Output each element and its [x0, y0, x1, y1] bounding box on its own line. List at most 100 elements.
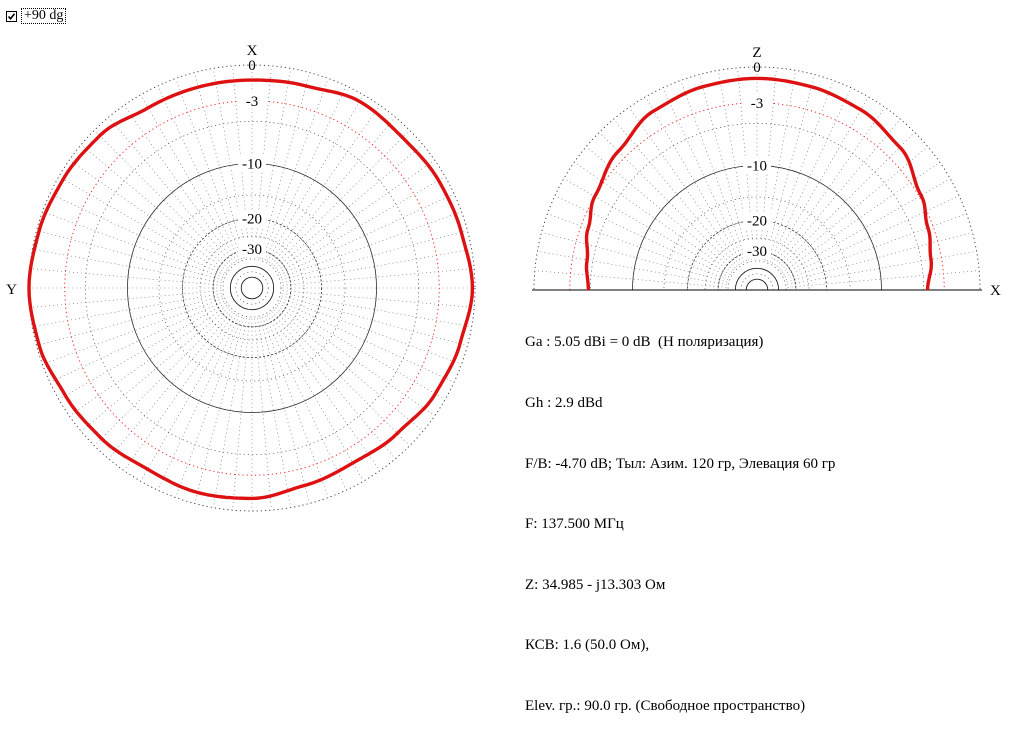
- ring-label: -20: [747, 213, 767, 229]
- radial-spoke: [157, 315, 240, 491]
- ring-label: -20: [242, 211, 262, 227]
- radial-spoke: [175, 316, 242, 498]
- radial-spoke: [264, 85, 347, 261]
- radial-spoke: [599, 132, 736, 269]
- radial-spoke: [767, 80, 834, 262]
- info-line-fb: F/B: -4.70 dB; Тыл: Азим. 120 гр, Элевац…: [525, 455, 836, 472]
- axis-label-top: X: [247, 43, 258, 59]
- radial-spoke: [776, 118, 901, 267]
- ring-label-bg: [743, 211, 771, 229]
- radial-spoke: [140, 314, 237, 482]
- radial-spoke: [32, 293, 222, 328]
- radial-spoke: [42, 211, 224, 278]
- info-line-freq: F: 137.500 МГц: [525, 516, 624, 533]
- radial-spoke: [49, 193, 225, 276]
- radial-spoke: [108, 116, 233, 265]
- ring-label: 0: [248, 58, 256, 74]
- radial-spoke: [259, 72, 311, 259]
- radial-spoke: [259, 317, 311, 504]
- radial-spoke: [282, 248, 472, 283]
- radial-spoke: [29, 290, 222, 308]
- radial-spoke: [257, 318, 292, 508]
- info-line-elevation: Elev. гр.: 90.0 гр. (Свободное пространс…: [525, 697, 806, 714]
- ring-m20: [182, 218, 322, 358]
- polar-plots: 0 -3 -10 -20 -30 X Y 0 -3 -10 -20 -30 Z X: [6, 43, 1001, 512]
- ring-label-bg: [743, 156, 771, 174]
- checkmark-icon: [7, 12, 16, 20]
- minor-ring: [740, 273, 774, 290]
- radial-spoke: [212, 318, 247, 508]
- radial-spoke: [537, 250, 727, 285]
- radial-spoke: [69, 159, 227, 271]
- radial-spoke: [563, 178, 731, 275]
- ring-label: -30: [242, 242, 262, 258]
- radial-spoke: [193, 317, 245, 504]
- info-panel: Ga : 5.05 dBi = 0 dB (H поляризация) Gh …: [525, 292, 835, 736]
- radial-spoke: [275, 307, 424, 432]
- radial-spoke: [157, 85, 240, 261]
- radial-spoke: [280, 298, 462, 365]
- radial-spoke: [32, 248, 222, 283]
- radial-spoke: [282, 293, 472, 328]
- radial-spoke: [282, 268, 475, 286]
- center-ring: [229, 265, 275, 311]
- checkbox-label[interactable]: +90 dg: [21, 8, 67, 24]
- radial-spoke: [645, 96, 742, 264]
- radial-spoke: [267, 314, 364, 482]
- ring-label-bg: [238, 240, 266, 258]
- radial-spoke: [784, 195, 960, 278]
- radial-spoke: [273, 309, 410, 446]
- radial-spoke: [262, 316, 329, 498]
- radial-spoke: [786, 231, 973, 283]
- minor-ring: [235, 271, 269, 305]
- center-ring: [734, 267, 780, 290]
- radial-spoke: [94, 309, 231, 446]
- minor-ring: [704, 237, 810, 290]
- radial-spoke: [547, 213, 729, 280]
- radial-spoke: [764, 74, 816, 261]
- radial-spoke: [123, 105, 235, 263]
- radial-spoke: [278, 303, 446, 400]
- radial-spoke: [281, 229, 468, 281]
- pattern-trace: [584, 76, 933, 291]
- radial-spoke: [698, 74, 750, 261]
- radial-spoke: [279, 300, 455, 383]
- ring-label-bg: [743, 93, 771, 111]
- radial-spoke: [69, 305, 227, 417]
- radial-spoke: [785, 213, 967, 280]
- radial-spoke: [534, 270, 727, 288]
- ring-label: -10: [747, 158, 767, 174]
- ring-label-bg: [238, 91, 266, 109]
- radial-spoke: [94, 130, 231, 267]
- radial-spoke: [278, 176, 446, 273]
- ring-label: -3: [246, 94, 259, 110]
- radial-spoke: [232, 318, 250, 511]
- radial-spoke: [269, 105, 381, 263]
- radial-spoke: [277, 159, 435, 271]
- radial-spoke: [662, 87, 745, 263]
- chart-1: 0 -3 -10 -20 -30 X Y: [6, 43, 476, 512]
- ring-label: 0: [753, 60, 761, 76]
- radial-spoke: [279, 193, 455, 276]
- ring-0: [28, 64, 476, 512]
- radial-spoke: [282, 290, 475, 308]
- radial-spoke: [175, 78, 242, 260]
- radial-spoke: [280, 211, 462, 278]
- plus-90-checkbox[interactable]: +90 dg: [6, 8, 67, 24]
- radial-spoke: [769, 87, 852, 263]
- checkbox-box[interactable]: [6, 10, 17, 22]
- radial-spoke: [778, 132, 915, 269]
- radial-spoke: [277, 305, 435, 417]
- axis-label-side: X: [990, 283, 1001, 299]
- axis-label-side: Y: [6, 282, 17, 298]
- radial-spoke: [275, 144, 424, 269]
- ring-label-bg: [238, 154, 266, 172]
- ring-label: -3: [751, 96, 764, 112]
- ring-label: -30: [747, 244, 767, 260]
- radial-spoke: [49, 300, 225, 383]
- radial-spoke: [267, 94, 364, 262]
- radial-spoke: [58, 303, 226, 400]
- radial-spoke: [680, 80, 747, 262]
- info-line-gh: Gh : 2.9 dBd: [525, 395, 603, 411]
- radial-spoke: [254, 318, 272, 511]
